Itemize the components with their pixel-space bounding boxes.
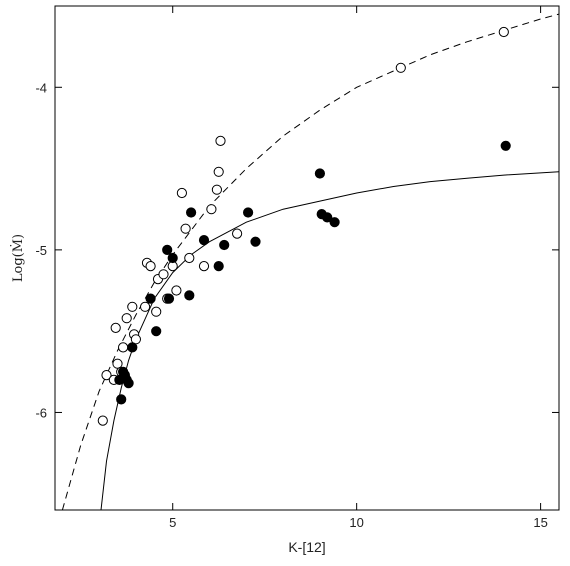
filled-data-point	[163, 293, 175, 304]
x-tick-label: 5	[169, 515, 176, 530]
filled-data-point	[219, 239, 230, 251]
open-data-point	[97, 415, 108, 426]
x-tick-label: 15	[533, 515, 547, 530]
open-data-point	[206, 204, 217, 215]
open-data-point	[151, 306, 162, 317]
open-data-point	[211, 184, 222, 195]
dashed-model-curve	[61, 13, 559, 510]
solid-model-curve	[100, 171, 559, 510]
y-tick-label: -6	[35, 405, 47, 420]
filled-data-point	[151, 326, 162, 337]
filled-data-point	[213, 261, 224, 272]
open-data-point	[184, 252, 195, 264]
filled-data-point	[322, 212, 333, 223]
y-tick-label: -5	[35, 243, 47, 258]
open-data-point	[145, 261, 156, 272]
filled-data-point	[250, 236, 261, 247]
filled-data-point	[243, 207, 254, 218]
x-axis-title: K-[12]	[288, 539, 325, 555]
open-data-point	[215, 135, 226, 146]
open-data-point	[176, 187, 187, 199]
filled-data-point	[145, 293, 156, 304]
open-data-point	[110, 322, 121, 333]
filled-data-point	[198, 235, 210, 246]
filled-data-point	[127, 342, 138, 353]
open-data-point	[498, 26, 509, 38]
filled-data-point	[184, 290, 195, 301]
open-data-point	[213, 166, 224, 177]
plot-frame	[54, 5, 560, 511]
filled-data-point	[186, 207, 197, 218]
filled-data-point	[116, 394, 127, 405]
y-axis-title: Log(Ṁ)	[9, 234, 26, 282]
open-data-point	[198, 261, 210, 272]
open-data-point	[395, 62, 406, 73]
filled-data-point	[314, 168, 325, 179]
open-data-point	[118, 342, 129, 353]
filled-data-point	[123, 378, 134, 389]
filled-data-point	[167, 252, 178, 264]
open-data-point	[180, 223, 191, 234]
filled-data-point	[162, 244, 173, 255]
open-data-point	[127, 301, 138, 312]
filled-data-point	[500, 140, 511, 151]
open-data-point	[158, 269, 169, 280]
open-data-point	[140, 301, 151, 312]
y-tick-label: -4	[35, 80, 47, 95]
filled-data-point	[329, 217, 340, 228]
open-data-point	[121, 313, 132, 324]
open-data-point	[232, 228, 243, 239]
open-data-point	[171, 285, 182, 296]
open-data-point	[101, 370, 112, 381]
x-tick-label: 10	[349, 515, 363, 530]
